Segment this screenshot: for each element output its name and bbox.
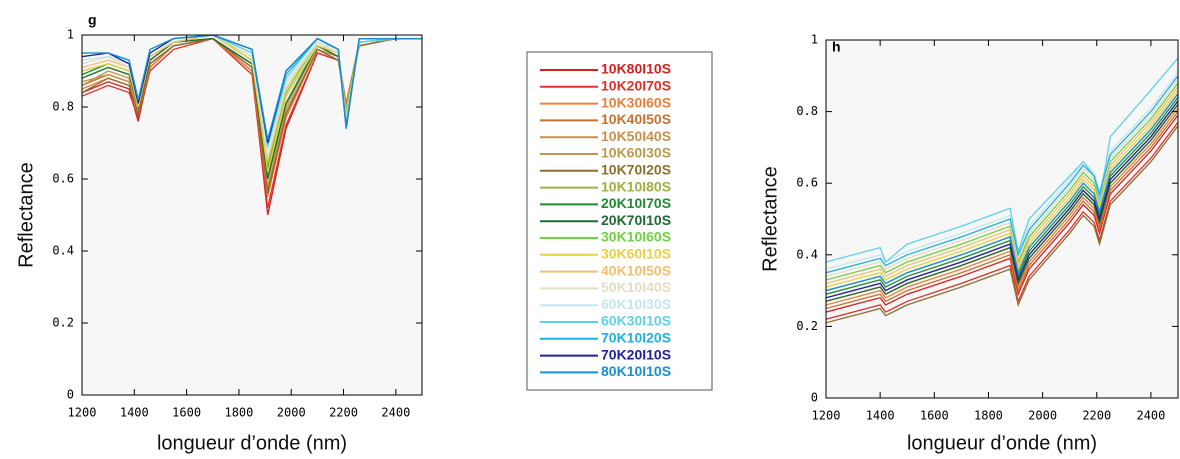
x-tick-label: 1200: [68, 406, 97, 420]
series-line: [826, 114, 1178, 313]
series-line: [826, 111, 1178, 310]
y-tick-label: 0.8: [52, 100, 74, 114]
legend-label: 10K50I40S: [601, 128, 671, 144]
x-tick-label: 2400: [381, 406, 410, 420]
y-tick-label: 0: [811, 391, 818, 405]
legend-label: 70K20I10S: [601, 346, 671, 362]
y-tick-label: 0.4: [796, 247, 818, 261]
legend-label: 30K10I60S: [601, 229, 671, 245]
legend-label: 10K20I70S: [601, 78, 671, 94]
y-tick-label: 0.4: [52, 244, 74, 258]
x-axis-title: longueur d’onde (nm): [157, 432, 347, 454]
y-axis-title: Reflectance: [759, 166, 781, 272]
series-line: [826, 107, 1178, 306]
legend-label: 80K10I10S: [601, 363, 671, 379]
chart-title: g: [88, 12, 97, 28]
legend-label: 50K10I40S: [601, 279, 671, 295]
chart-title: h: [832, 39, 841, 55]
series-line: [826, 57, 1178, 264]
x-tick-label: 1800: [974, 409, 1003, 423]
series-line: [826, 121, 1178, 320]
plot-lines: [82, 35, 422, 216]
series-line: [826, 125, 1178, 324]
y-tick-label: 0.2: [796, 319, 818, 333]
series-line: [826, 93, 1178, 292]
series-line: [826, 79, 1178, 277]
series-line: [826, 82, 1178, 281]
legend-label: 10K40I50S: [601, 111, 671, 127]
series-line: [826, 104, 1178, 302]
plot-frame: [825, 39, 1179, 399]
legend-label: 10K80I10S: [601, 61, 671, 77]
series-line: [826, 100, 1178, 299]
y-tick-label: 0.2: [52, 316, 74, 330]
series-line: [826, 89, 1178, 288]
x-tick-label: 1600: [172, 406, 201, 420]
y-tick-label: 1: [811, 33, 818, 47]
x-tick-label: 2000: [277, 406, 306, 420]
x-tick-label: 2200: [329, 406, 358, 420]
legend-label: 20K70I10S: [601, 212, 671, 228]
plot-lines: [826, 57, 1178, 324]
legend-label: 30K60I10S: [601, 246, 671, 262]
x-tick-label: 2400: [1136, 409, 1165, 423]
x-tick-label: 2200: [1082, 409, 1111, 423]
x-tick-label: 1400: [866, 409, 895, 423]
x-tick-label: 2000: [1028, 409, 1057, 423]
legend-label: 60K30I10S: [601, 313, 671, 329]
y-tick-label: 0.6: [52, 172, 74, 186]
x-tick-label: 1200: [812, 409, 841, 423]
x-axis-title: longueur d’onde (nm): [907, 432, 1097, 454]
legend-label: 10K30I60S: [601, 94, 671, 110]
series-line: [826, 86, 1178, 285]
legend-label: 70K10I20S: [601, 330, 671, 346]
series-line: [826, 96, 1178, 295]
plot-frame: [81, 34, 423, 396]
y-axis-title: Reflectance: [15, 162, 37, 268]
y-tick-label: 0: [67, 388, 74, 402]
x-tick-label: 1800: [224, 406, 253, 420]
y-tick-label: 1: [67, 28, 74, 42]
legend-label: 60K10I30S: [601, 296, 671, 312]
series-line: [826, 75, 1178, 274]
legend-label: 20K10I70S: [601, 195, 671, 211]
y-tick-label: 0.6: [796, 176, 818, 190]
legend-label: 10K60I30S: [601, 145, 671, 161]
series-line: [82, 35, 422, 140]
x-tick-label: 1600: [920, 409, 949, 423]
legend-label: 40K10I50S: [601, 262, 671, 278]
x-tick-label: 1400: [120, 406, 149, 420]
legend-label: 10K70I20S: [601, 162, 671, 178]
legend-label: 10K10I80S: [601, 178, 671, 194]
y-tick-label: 0.8: [796, 104, 818, 118]
